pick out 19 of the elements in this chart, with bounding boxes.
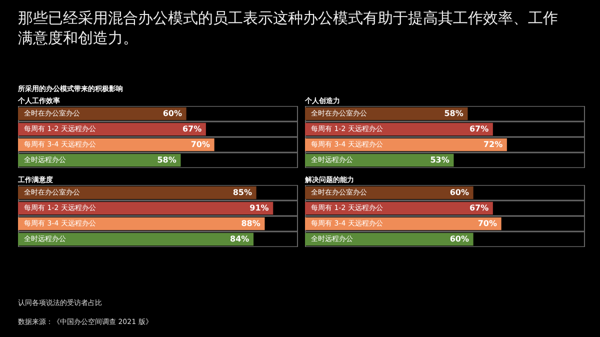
data-label: 84% [230,234,250,244]
data-label: 53% [430,155,450,164]
data-label: 58% [444,108,464,118]
data-label: 70% [478,218,497,228]
text: 那些已经采用混合办公模式的员工表示这种办公模式有助于提高其工作效率、工作满意度和创造力。 [18,8,559,48]
data-label: 67% [469,203,489,212]
bar [18,186,256,200]
data-label: 60% [450,234,469,244]
bar [18,232,254,246]
data-label: 60% [450,188,469,197]
data-label: 60% [162,108,182,118]
data-label: 72% [483,140,503,149]
data-label: 85% [232,188,252,197]
data-label: 91% [250,203,269,212]
data-label: 70% [190,140,210,149]
data-label: 67% [182,124,202,134]
data-label: 58% [157,155,176,164]
data-label: 88% [241,218,260,228]
data-label: 67% [469,124,489,134]
